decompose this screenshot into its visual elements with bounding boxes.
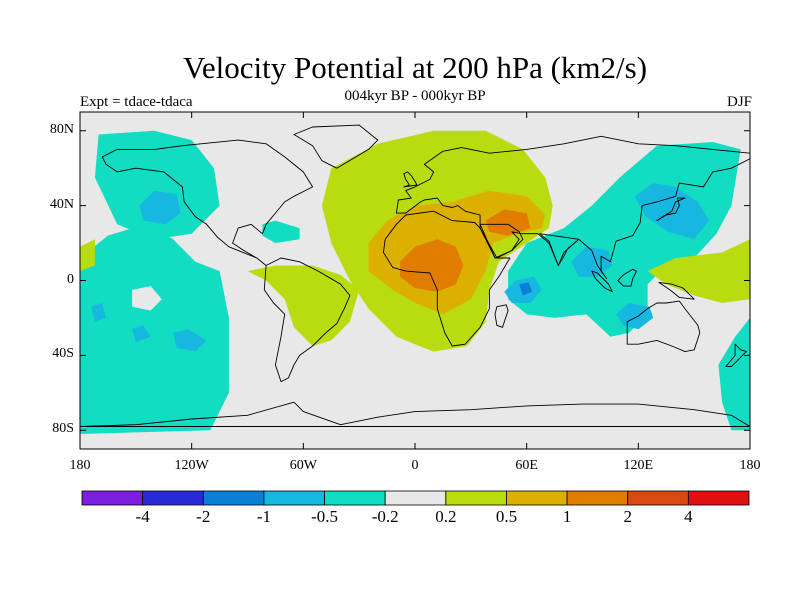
lon-label: 60W (289, 458, 317, 473)
contour-asia-blue (571, 246, 613, 277)
colorbar-swatch (687, 490, 750, 506)
contour-western-pacific-positive (647, 239, 750, 303)
colorbar-swatch (384, 490, 447, 506)
coastline-eurasia (395, 135, 750, 280)
colorbar-swatch (627, 490, 689, 506)
colorbar-label: -0.5 (311, 507, 338, 526)
coastline-japan (656, 197, 686, 222)
contour-north-pacific-negative (94, 130, 220, 240)
colorbar-label: 2 (623, 507, 632, 526)
colorbar-swatch (506, 490, 568, 506)
contour-maritime-blue (616, 303, 654, 330)
lon-label: 120E (623, 458, 654, 473)
colorbar-label: -4 (135, 507, 150, 526)
colorbar-swatch (81, 490, 144, 506)
contour-north-america-blue (139, 190, 181, 225)
colorbar-label: 4 (684, 507, 693, 526)
contour-east-pacific-positive (80, 239, 95, 272)
coastline-arabia (479, 223, 524, 259)
colorbar-label: -0.2 (371, 507, 399, 526)
colorbar-label: -2 (196, 507, 211, 526)
season-label: DJF (726, 94, 752, 110)
tick-marks (79, 112, 751, 449)
coastline-south-america (263, 257, 351, 383)
contour-south-pacific-blue-2 (132, 325, 151, 343)
lat-label: 80S (52, 421, 74, 437)
contour-pacific-grey-hole (132, 286, 162, 311)
page-title: Velocity Potential at 200 hPa (km2/s) (182, 50, 648, 85)
experiment-label: Expt = tdace-tdaca (80, 94, 193, 110)
lon-label: 60E (515, 458, 538, 473)
subtitle: 004kyr BP - 000kyr BP (344, 88, 486, 104)
colorbar-swatch (445, 490, 507, 506)
map-content (80, 112, 750, 449)
contour-indo-pacific-negative (508, 142, 741, 337)
colorbar (81, 490, 750, 506)
colorbar-label: 0.2 (435, 507, 457, 526)
lon-label: 0 (411, 458, 419, 473)
coastline-sumatra (591, 270, 613, 293)
contour-atlantic-negative (262, 220, 300, 244)
contour-pacific-blue-small (91, 303, 107, 322)
colorbar-swatch (202, 490, 265, 506)
coastline-greenland (293, 124, 379, 169)
coastline-borneo (617, 268, 637, 287)
lat-label: 0 (67, 271, 74, 287)
colorbar-swatch (324, 490, 386, 506)
lon-label: 180 (739, 458, 761, 473)
lon-label: 120W (174, 458, 209, 473)
coastline-australia (626, 300, 701, 353)
lat-label: 80N (49, 121, 74, 137)
coastline-africa (382, 210, 511, 347)
contour-south-pacific-blue-1 (173, 329, 207, 352)
lon-label: 180 (69, 458, 91, 473)
coastline-uk (403, 171, 418, 188)
coastline-new-guinea (658, 281, 695, 300)
colorbar-swatch (263, 490, 325, 506)
coastline-new-zealand (725, 343, 747, 368)
contour-central-pacific-negative (80, 224, 229, 434)
lat-label: 40N (49, 196, 74, 212)
colorbar-label: 0.5 (495, 507, 518, 526)
contour-africa-dark-orange (400, 239, 464, 292)
colorbar-swatch (142, 490, 204, 506)
lat-label: 40S (52, 346, 74, 362)
colorbar-label: -1 (256, 507, 271, 526)
coastline-antarctica (80, 401, 750, 427)
colorbar-label: 1 (562, 507, 572, 526)
contour-middle-east-dark-orange (485, 209, 531, 236)
colorbar-swatch (566, 490, 629, 506)
coastline-india (539, 233, 580, 266)
contour-south-america-positive (247, 265, 360, 346)
coastline-madagascar (494, 304, 509, 328)
contour-southern-pacific-edge (718, 317, 750, 431)
coastline-north-america (101, 139, 314, 266)
contour-indian-ocean-dark-blue (519, 282, 533, 296)
